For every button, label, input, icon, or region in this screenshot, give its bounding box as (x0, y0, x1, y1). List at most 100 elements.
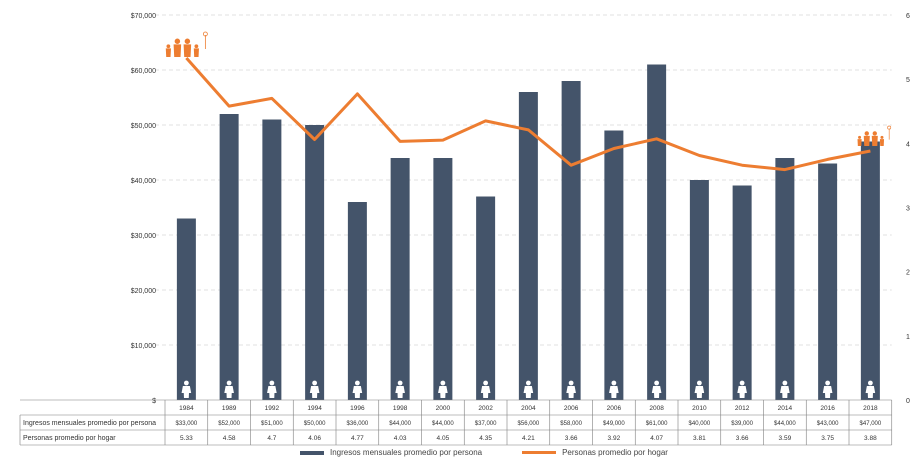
x-tick-label: 1994 (307, 405, 322, 412)
table-cell-household: 4.07 (650, 435, 663, 442)
x-tick-label: 2000 (436, 405, 451, 412)
table-cell-income: $37,000 (475, 421, 497, 427)
table-cell-household: 4.35 (479, 435, 492, 442)
legend-swatch-household (522, 451, 557, 454)
y-right-tick-label: 4 (906, 141, 910, 148)
person-icon (438, 380, 448, 398)
table-cell-income: $33,000 (176, 421, 198, 427)
bar (219, 114, 239, 400)
table-cell-household: 3.59 (779, 435, 792, 442)
x-tick-label: 2012 (735, 405, 750, 412)
bar (518, 92, 538, 400)
y-left-tick-label: $70,000 (131, 13, 156, 20)
legend-label-income: Ingresos mensuales promedio por persona (330, 448, 483, 457)
family-icon (857, 125, 892, 146)
y-right-tick-label: 2 (906, 270, 910, 277)
x-tick-label: 2008 (649, 405, 664, 412)
table-cell-income: $40,000 (689, 421, 711, 427)
person-icon (181, 380, 192, 398)
person-icon (523, 380, 534, 398)
person-icon (309, 380, 320, 398)
table-cell-household: 3.75 (821, 435, 834, 442)
x-tick-label: 2014 (778, 405, 793, 412)
table-cell-household: 3.66 (565, 435, 578, 442)
x-tick-label: 2004 (521, 405, 536, 412)
table-cell-income: $47,000 (860, 421, 882, 427)
person-icon (651, 380, 662, 398)
table-cell-household: 3.88 (864, 435, 877, 442)
y-left-tick-label: $40,000 (131, 178, 156, 185)
table-cell-household: 4.21 (522, 435, 535, 442)
table-cell-household: 4.58 (223, 435, 236, 442)
table-cell-income: $44,000 (389, 421, 411, 427)
table-cell-household: 4.06 (308, 435, 321, 442)
table-cell-income: $58,000 (560, 421, 582, 427)
y-right-tick-label: 3 (906, 206, 910, 213)
person-icon (865, 380, 876, 398)
x-tick-label: 1984 (179, 405, 194, 412)
y-right-tick-label: 1 (906, 334, 910, 341)
bar (818, 163, 838, 400)
table-cell-household: 5.33 (180, 435, 193, 442)
x-tick-label: 1998 (393, 405, 408, 412)
person-icon (780, 380, 790, 398)
legend-label-household: Personas promedio por hogar (562, 448, 668, 457)
table-cell-household: 3.81 (693, 435, 706, 442)
table-cell-household: 4.77 (351, 435, 364, 442)
bar (262, 119, 282, 400)
bar (476, 196, 496, 400)
x-tick-label: 2006 (607, 405, 622, 412)
table-cell-household: 4.05 (437, 435, 450, 442)
table-cell-income: $39,000 (731, 421, 753, 427)
person-icon (609, 380, 619, 398)
bar (860, 141, 880, 400)
bar (689, 180, 709, 400)
person-icon (694, 380, 705, 398)
table-cell-household: 3.92 (608, 435, 621, 442)
table-cell-household: 3.66 (736, 435, 749, 442)
y-left-tick-label: $60,000 (131, 68, 156, 75)
table-cell-income: $61,000 (646, 421, 668, 427)
table-cell-household: 4.03 (394, 435, 407, 442)
person-icon (395, 380, 405, 398)
bar (732, 185, 752, 400)
table-row-label-income: Ingresos mensuales promedio por persona (23, 420, 156, 427)
x-tick-label: 2010 (692, 405, 707, 412)
legend: Ingresos mensuales promedio por persona … (300, 448, 668, 457)
person-icon (267, 380, 277, 398)
x-tick-label: 2002 (478, 405, 493, 412)
person-icon (737, 380, 747, 398)
person-icon (822, 380, 833, 398)
table-row-label-household: Personas promedio por hogar (23, 435, 116, 442)
bar (347, 202, 367, 400)
y-right-tick-label: 0 (906, 398, 910, 405)
x-tick-label: 2018 (863, 405, 878, 412)
table-cell-income: $44,000 (774, 421, 796, 427)
x-tick-label: 1989 (222, 405, 237, 412)
x-tick-label: 2006 (564, 405, 579, 412)
bar (176, 218, 196, 400)
y-left-tick-label: $50,000 (131, 123, 156, 130)
y-left-tick-label: $30,000 (131, 233, 156, 240)
table-cell-income: $44,000 (432, 421, 454, 427)
table-cell-income: $43,000 (817, 421, 839, 427)
table-cell-income: $56,000 (518, 421, 540, 427)
legend-item-household: Personas promedio por hogar (522, 448, 668, 457)
bar (775, 158, 795, 400)
y-left-tick-label: $10,000 (131, 343, 156, 350)
bar (604, 130, 624, 400)
y-right-tick-label: 5 (906, 77, 910, 84)
family-icon (165, 31, 208, 57)
y-left-tick-label: $ (152, 398, 156, 405)
bar (390, 158, 410, 400)
x-tick-label: 1996 (350, 405, 365, 412)
y-right-tick-label: 6 (906, 13, 910, 20)
table-cell-income: $36,000 (347, 421, 369, 427)
bar (305, 125, 325, 400)
legend-item-income: Ingresos mensuales promedio por persona (300, 448, 482, 457)
table-cell-income: $50,000 (304, 421, 326, 427)
table-cell-income: $49,000 (603, 421, 625, 427)
legend-swatch-income (300, 450, 324, 455)
person-icon (566, 380, 576, 398)
